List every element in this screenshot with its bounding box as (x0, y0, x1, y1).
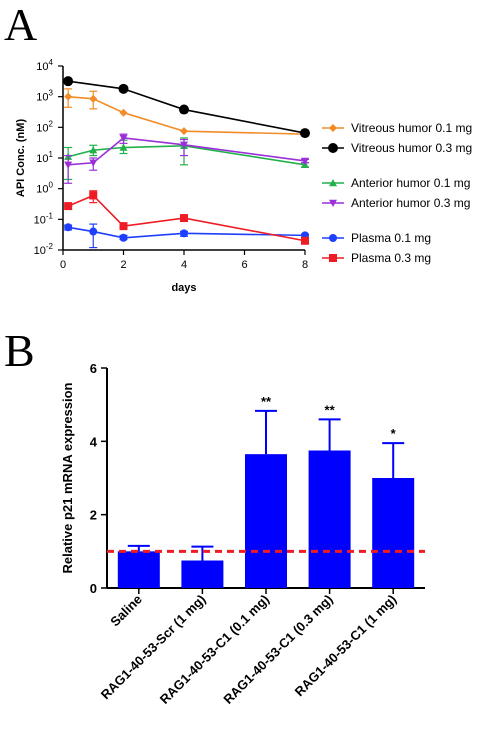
y-tick-label: 4 (90, 434, 98, 449)
legend-label: Vitreous humor 0.3 mg (351, 141, 472, 155)
data-point (89, 227, 98, 236)
series-vitreous-humor-0-3-mg (63, 76, 310, 139)
x-tick-label: 4 (181, 259, 187, 271)
data-point (301, 236, 309, 245)
x-tick-label: 6 (241, 259, 247, 271)
legend-item: Vitreous humor 0.3 mg (322, 141, 472, 155)
data-point (64, 92, 73, 101)
panel-b-y-ticks: 0 2 4 6 (90, 361, 107, 596)
x-tick-label: 2 (120, 259, 126, 271)
legend-item: Plasma 0.3 mg (322, 251, 431, 265)
data-point (119, 222, 128, 231)
data-point (89, 94, 98, 103)
x-tick-label: RAG1-40-53-C1 (0.3 mg) (220, 592, 335, 707)
data-point (119, 108, 128, 117)
data-point (329, 234, 337, 242)
panel-a-series (63, 76, 310, 249)
significance-label: * (391, 426, 397, 441)
panel-b-label: B (4, 325, 35, 376)
data-point (329, 124, 337, 132)
x-tick-label: RAG1-40-53-C1 (0.1 mg) (157, 592, 272, 707)
y-tick-label: 10-1 (34, 211, 54, 226)
y-tick-label: 2 (90, 508, 97, 523)
y-tick-label: 0 (90, 581, 97, 596)
data-point (180, 141, 188, 149)
data-point (118, 83, 129, 94)
data-point (300, 128, 310, 139)
data-point (64, 223, 73, 232)
legend-label: Plasma 0.1 mg (351, 231, 431, 245)
data-point (329, 179, 337, 187)
x-tick-label: 8 (302, 259, 308, 271)
legend-label: Vitreous humor 0.1 mg (351, 121, 472, 135)
data-point (180, 127, 188, 136)
data-point (329, 199, 337, 207)
data-point (89, 146, 98, 154)
data-point (301, 157, 309, 165)
data-point (89, 159, 98, 167)
data-point (180, 229, 188, 238)
y-tick-label: 103 (36, 89, 53, 104)
data-point (64, 161, 73, 169)
y-tick-label: 102 (36, 119, 53, 134)
legend-item: Plasma 0.1 mg (322, 231, 431, 245)
x-tick-label: RAG1-40-53-Scr (1 mg) (98, 592, 209, 703)
significance-label: ** (325, 402, 336, 417)
bar (308, 450, 351, 588)
data-point (328, 143, 338, 153)
panel-a-chart: 10-2 10-1 100 101 102 103 104 0 2 4 6 8 API Conc. … (15, 58, 472, 294)
y-tick-label: 104 (36, 58, 53, 73)
data-point (63, 76, 74, 87)
x-tick-label: Saline (107, 592, 145, 630)
y-tick-label: 10-2 (34, 242, 54, 257)
y-tick-label: 100 (36, 181, 53, 196)
bar (117, 551, 160, 588)
series-anterior-humor-0-3-mg (64, 133, 309, 184)
panel-b-bars: ***** (117, 394, 415, 588)
panel-a-y-ticks: 10-2 10-1 100 101 102 103 104 (34, 58, 63, 257)
y-tick-label: 101 (36, 150, 53, 165)
panel-a-legend: Vitreous humor 0.1 mg Vitreous humor 0.3 … (322, 121, 472, 265)
series-anterior-humor-0-1-mg (64, 137, 309, 181)
data-point (119, 233, 128, 242)
legend-label: Anterior humor 0.3 mg (351, 196, 470, 210)
data-point (179, 104, 189, 115)
panel-a-label: A (4, 0, 37, 50)
x-tick-label: 0 (60, 259, 66, 271)
significance-label: ** (261, 394, 272, 409)
series-plasma-0-3-mg (64, 190, 309, 245)
y-tick-label: 6 (90, 361, 97, 376)
legend-label: Plasma 0.3 mg (351, 251, 431, 265)
legend-item: Vitreous humor 0.1 mg (322, 121, 472, 135)
data-point (89, 191, 98, 200)
bar (245, 454, 287, 588)
data-point (180, 214, 188, 223)
bar (372, 478, 415, 588)
panel-a-x-ticks: 0 2 4 6 8 (60, 250, 308, 271)
panel-a-x-axis-label: days (171, 282, 196, 294)
legend-item: Anterior humor 0.1 mg (322, 176, 470, 190)
series-line (68, 80, 306, 134)
data-point (119, 134, 128, 142)
legend-label: Anterior humor 0.1 mg (351, 176, 470, 190)
bar (181, 560, 224, 588)
panel-a-y-axis-label: API Conc. (nM) (15, 119, 27, 198)
data-point (64, 202, 73, 211)
data-point (329, 254, 337, 262)
series-line (68, 95, 306, 135)
data-point (119, 143, 128, 151)
series-plasma-0-1-mg (64, 223, 309, 249)
legend-item: Anterior humor 0.3 mg (322, 196, 470, 210)
panel-b-y-axis-label: Relative p21 mRNA expression (60, 382, 75, 573)
